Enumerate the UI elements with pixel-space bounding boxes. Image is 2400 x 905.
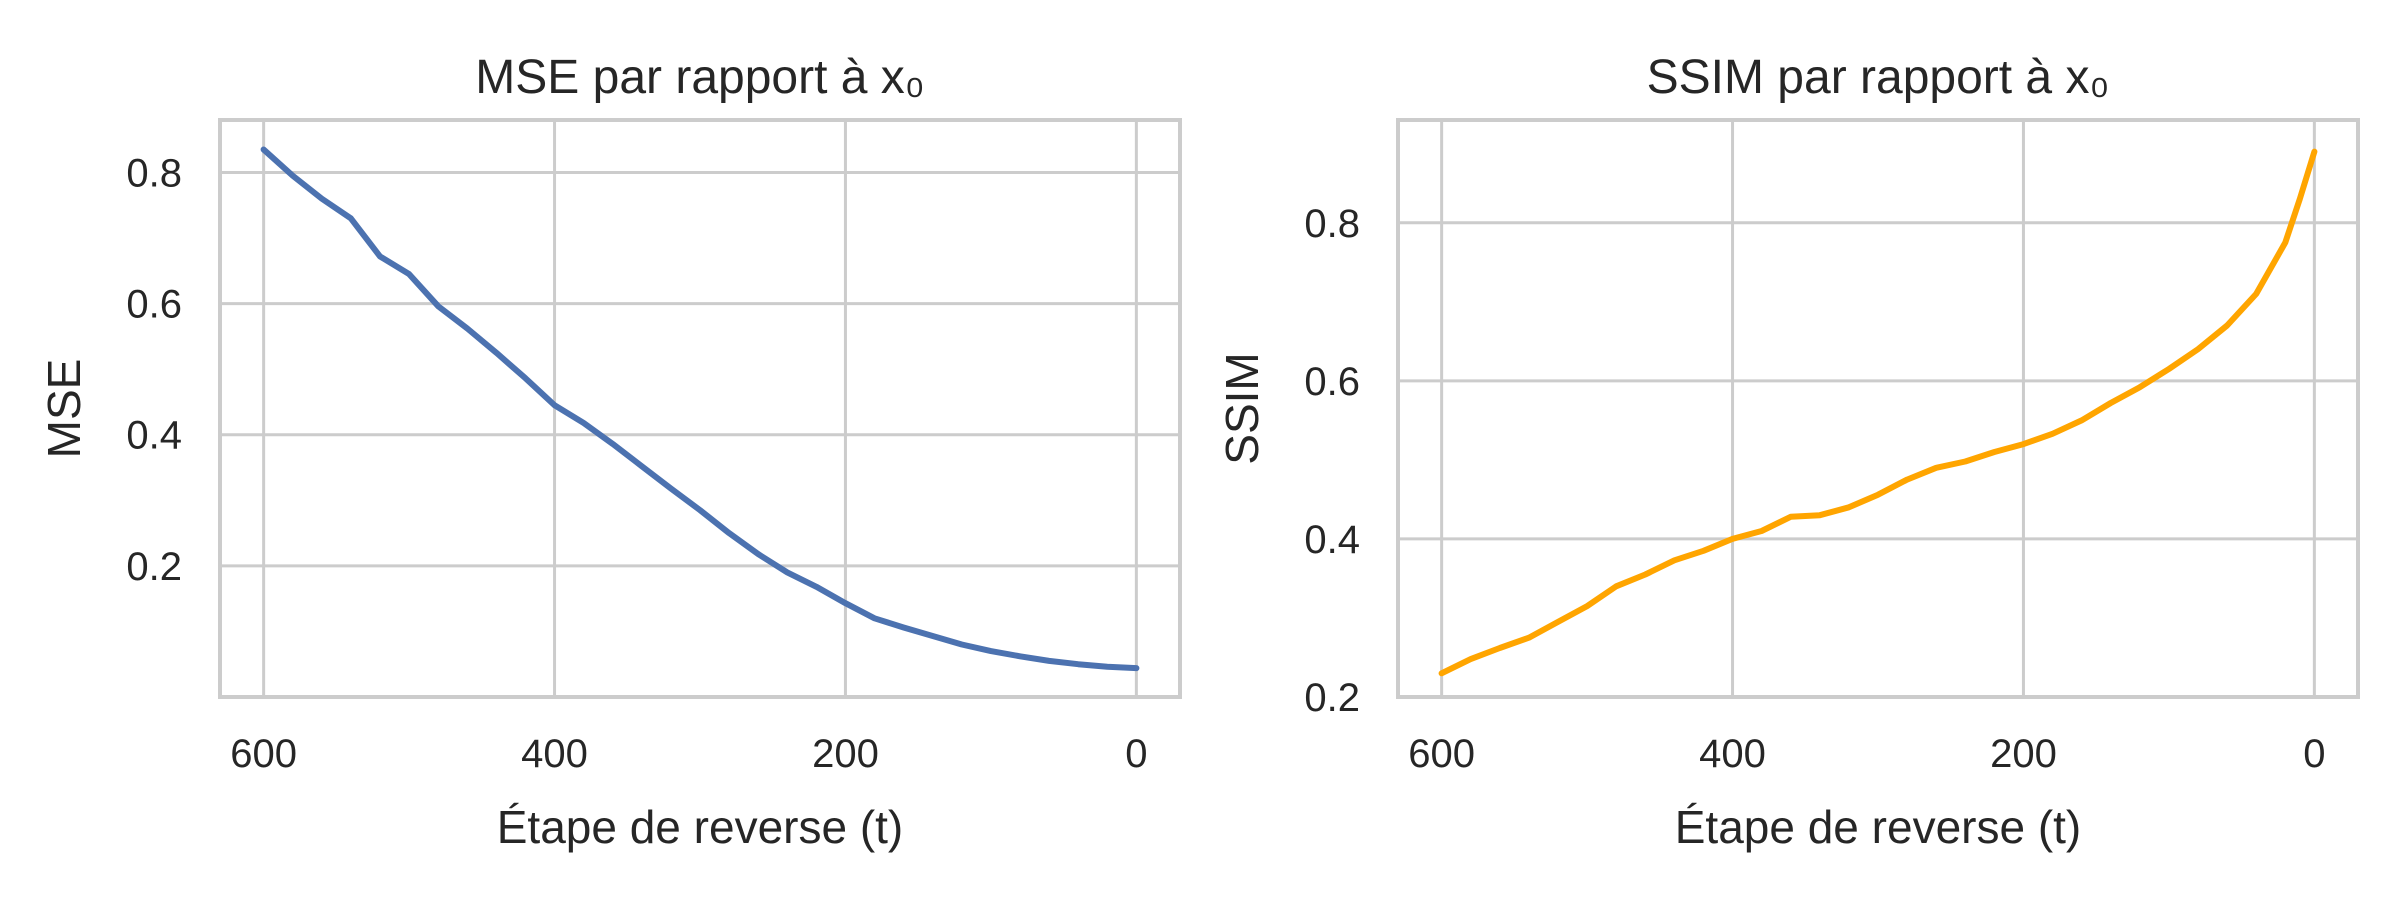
plot-frame <box>220 120 1180 697</box>
x-tick-label: 200 <box>812 732 879 776</box>
y-tick-label: 0.6 <box>1304 360 1360 404</box>
chart-panel-2: 600 400 200 0 0.2 0.4 0.6 0.8 SSIM par rapport à… <box>1216 51 2358 853</box>
x-tick-label: 0 <box>2303 732 2325 776</box>
y-axis-label: SSIM <box>1216 352 1268 464</box>
y-tick-label: 0.2 <box>1304 676 1360 720</box>
chart-title: MSE par rapport à x₀ <box>475 51 924 104</box>
x-tick-label: 200 <box>1990 732 2057 776</box>
chart-panel-1: 600 400 200 0 0.2 0.4 0.6 0.8 MSE par rapport à … <box>38 51 1180 853</box>
y-tick-label: 0.8 <box>1304 202 1360 246</box>
x-tick-label: 400 <box>521 732 588 776</box>
y-axis-label: MSE <box>38 359 90 459</box>
x-tick-label: 600 <box>230 732 297 776</box>
x-tick-label: 600 <box>1408 732 1475 776</box>
y-tick-label: 0.4 <box>126 414 182 458</box>
series-line <box>264 150 1137 669</box>
x-axis-label: Étape de reverse (t) <box>497 801 904 853</box>
plot-frame <box>1398 120 2358 697</box>
x-tick-label: 0 <box>1125 732 1147 776</box>
chart-title: SSIM par rapport à x₀ <box>1647 51 2110 104</box>
y-tick-label: 0.6 <box>126 283 182 327</box>
y-tick-label: 0.2 <box>126 545 182 589</box>
y-tick-label: 0.4 <box>1304 518 1360 562</box>
x-tick-label: 400 <box>1699 732 1766 776</box>
y-tick-label: 0.8 <box>126 151 182 195</box>
x-axis-label: Étape de reverse (t) <box>1675 801 2082 853</box>
series-line <box>1442 152 2315 674</box>
